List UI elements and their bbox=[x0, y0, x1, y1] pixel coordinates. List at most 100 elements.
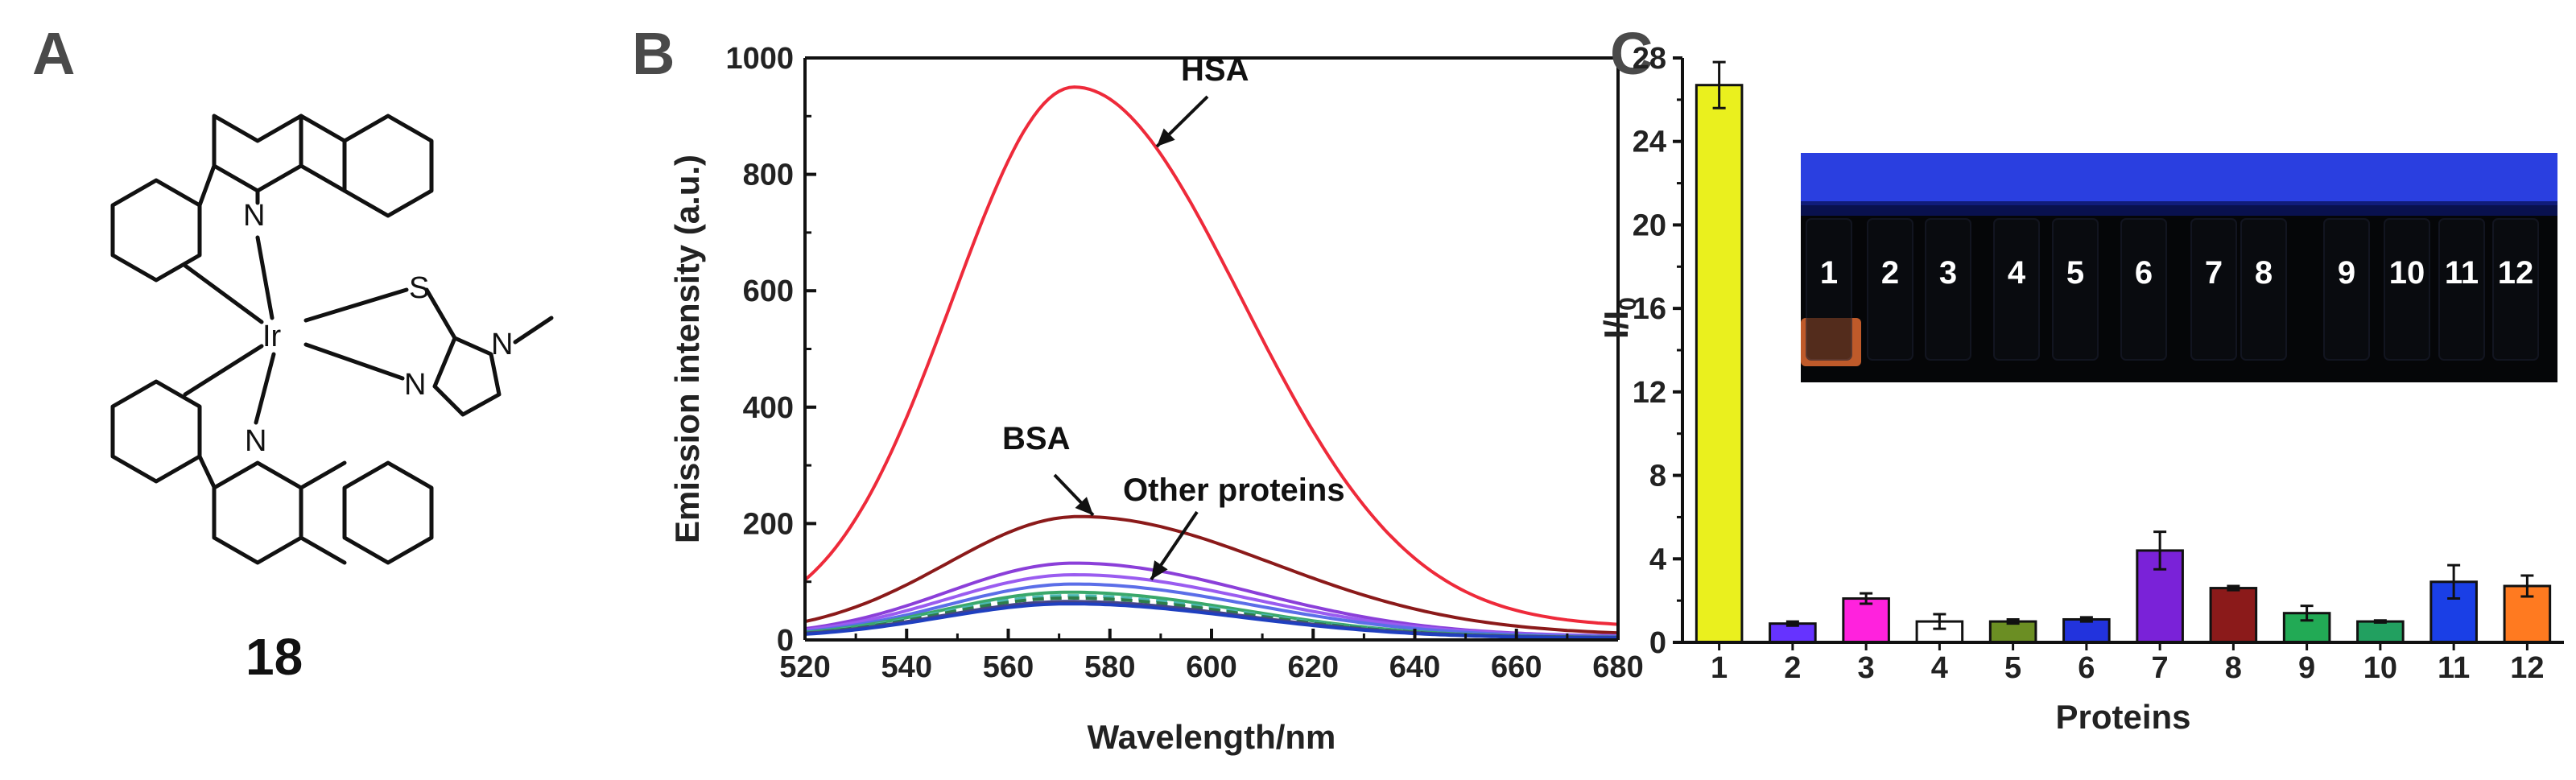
atom-n-imidazole-top: N bbox=[491, 328, 513, 361]
vial bbox=[2190, 218, 2237, 361]
y-axis-title: I/I0 bbox=[1597, 297, 1641, 339]
y-tick-label: 0 bbox=[777, 624, 794, 658]
x-tick-label: 6 bbox=[2078, 651, 2095, 685]
inset-band-shadow bbox=[1801, 201, 2557, 216]
vial bbox=[2052, 218, 2099, 361]
atom-ir: Ir bbox=[262, 320, 282, 353]
vial-label: 11 bbox=[2445, 255, 2479, 291]
x-tick-label: 580 bbox=[1084, 650, 1135, 684]
vial bbox=[1806, 218, 1852, 361]
vial bbox=[2120, 218, 2167, 361]
series-line-protein-2 bbox=[804, 602, 1619, 640]
atom-n-top: N bbox=[243, 199, 265, 233]
x-tick-label: 560 bbox=[983, 650, 1034, 684]
series-line-hsa bbox=[803, 85, 1619, 626]
y-tick-label: 24 bbox=[1633, 126, 1666, 159]
arrow-other-proteins-head bbox=[1151, 560, 1168, 580]
vial-label: 7 bbox=[2205, 255, 2223, 291]
molecule-structure bbox=[110, 113, 554, 565]
y-tick-label: 16 bbox=[1633, 292, 1666, 326]
x-tick-label: 10 bbox=[2363, 651, 2397, 685]
vial bbox=[2492, 218, 2539, 361]
annotation-bsa: BSA bbox=[1002, 421, 1070, 456]
vial-label: 5 bbox=[2066, 255, 2084, 291]
arrow-hsa-head bbox=[1157, 128, 1175, 147]
vial bbox=[1993, 218, 2040, 361]
y-tick-label: 28 bbox=[1633, 42, 1666, 76]
bar-protein-6 bbox=[2062, 617, 2111, 644]
y-tick-label: 8 bbox=[1649, 460, 1666, 493]
x-tick-label: 11 bbox=[2438, 651, 2470, 685]
x-tick-label: 600 bbox=[1186, 650, 1236, 684]
y-tick-label: 1000 bbox=[725, 42, 794, 76]
vial-label: 3 bbox=[1939, 255, 1957, 291]
y-axis-title: Emission intensity (a.u.) bbox=[668, 155, 706, 543]
vial-label: 8 bbox=[2255, 255, 2273, 291]
panel-b: B 520 540 560 580 600 620 640 660 680 0 200 400 600 8… bbox=[632, 20, 1644, 756]
bar-protein-7 bbox=[2136, 549, 2184, 644]
emission-spectra-chart: 520 540 560 580 600 620 640 660 680 0 200 400 600 800… bbox=[668, 42, 1644, 756]
atom-n-bottom: N bbox=[245, 424, 266, 458]
vial-label: 12 bbox=[2498, 255, 2534, 291]
x-tick-label: 3 bbox=[1858, 651, 1875, 685]
bar-protein-4 bbox=[1915, 620, 1964, 644]
inset-uv-band bbox=[1801, 153, 2557, 205]
vial bbox=[2384, 218, 2430, 361]
vial bbox=[1867, 218, 1913, 361]
vial-labels: 1 2 3 4 5 6 7 8 9 10 11 12 bbox=[1806, 218, 2539, 361]
vial-label: 9 bbox=[2338, 255, 2355, 291]
x-axis-title: Proteins bbox=[2055, 698, 2190, 736]
x-tick-label: 1 bbox=[1711, 651, 1728, 685]
y-tick-label: 4 bbox=[1649, 543, 1666, 576]
vial-label: 2 bbox=[1881, 255, 1899, 291]
x-tick-label: 660 bbox=[1491, 650, 1542, 684]
panel-c-letter: C bbox=[1610, 20, 1653, 87]
y-tick-label: 12 bbox=[1633, 376, 1666, 410]
x-tick-label: 640 bbox=[1389, 650, 1440, 684]
vial bbox=[2323, 218, 2370, 361]
atom-n-imidazole-bottom: N bbox=[404, 368, 426, 402]
x-axis-title: Wavelength/nm bbox=[1088, 718, 1336, 756]
x-tick-label: 2 bbox=[1784, 651, 1801, 685]
vial bbox=[2438, 218, 2485, 361]
bar-protein-10 bbox=[2356, 620, 2405, 644]
atom-labels: N Ir S N N N bbox=[243, 199, 513, 458]
vial-label: 6 bbox=[2135, 255, 2153, 291]
x-tick-label: 540 bbox=[881, 650, 932, 684]
x-tick-label: 520 bbox=[779, 650, 830, 684]
x-tick-label: 8 bbox=[2225, 651, 2242, 685]
panel-c: C 1 2 3 4 5 6 7 8 9 10 11 120481216202428ProteinsI/… bbox=[1597, 20, 2564, 736]
panel-b-letter: B bbox=[632, 20, 675, 87]
series-line-protein-3 bbox=[804, 582, 1619, 638]
x-tick-label: 4 bbox=[1931, 651, 1948, 685]
x-tick-label: 680 bbox=[1592, 650, 1643, 684]
panel-a: A bbox=[32, 20, 554, 686]
bar-protein-8 bbox=[2209, 587, 2258, 644]
annotation-other-proteins: Other proteins bbox=[1123, 473, 1345, 508]
y-tick-label: 600 bbox=[743, 274, 794, 308]
vial bbox=[1925, 218, 1971, 361]
annotation-hsa: HSA bbox=[1181, 52, 1249, 88]
x-tick-label: 620 bbox=[1288, 650, 1339, 684]
bar-protein-3 bbox=[1842, 597, 1890, 644]
vial-photo-inset: 1 2 3 4 5 6 7 8 9 10 11 12 bbox=[1801, 153, 2557, 382]
y-tick-label: 400 bbox=[743, 391, 794, 425]
vial-label: 10 bbox=[2389, 255, 2425, 291]
compound-number: 18 bbox=[246, 628, 303, 686]
vial-label: 4 bbox=[2008, 255, 2026, 291]
x-tick-label: 12 bbox=[2510, 651, 2544, 685]
series-line-bsa bbox=[804, 514, 1619, 635]
x-tick-label: 9 bbox=[2298, 651, 2315, 685]
y-tick-label: 800 bbox=[743, 159, 794, 192]
y-tick-label: 20 bbox=[1633, 208, 1666, 242]
atom-s: S bbox=[409, 271, 429, 305]
y-tick-label: 0 bbox=[1649, 626, 1666, 660]
vial bbox=[2240, 218, 2287, 361]
arrow-bsa-head bbox=[1075, 497, 1093, 515]
x-tick-label: 5 bbox=[2004, 651, 2021, 685]
panel-a-letter: A bbox=[32, 20, 75, 87]
y-tick-label: 200 bbox=[743, 507, 794, 541]
bar-protein-1 bbox=[1695, 84, 1744, 644]
x-tick-label: 7 bbox=[2152, 651, 2169, 685]
